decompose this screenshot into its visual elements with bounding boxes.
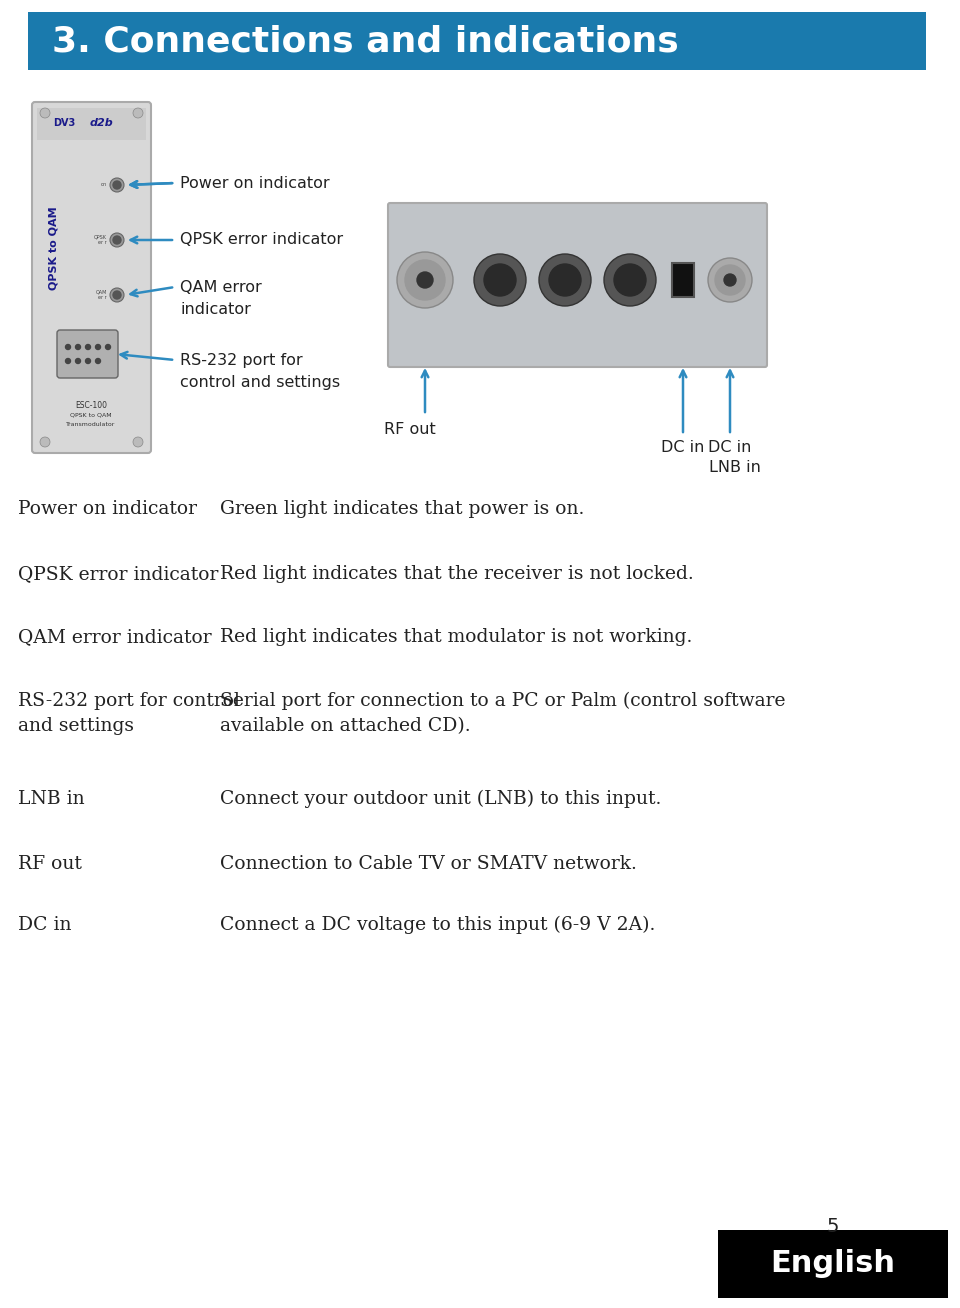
Text: RS-232 port for control
and settings: RS-232 port for control and settings xyxy=(18,692,240,735)
Circle shape xyxy=(65,358,70,364)
Circle shape xyxy=(604,254,656,306)
Text: LNB in: LNB in xyxy=(709,460,761,476)
Text: RF out: RF out xyxy=(18,855,82,872)
Text: DC in: DC in xyxy=(18,916,71,934)
Bar xyxy=(718,1230,948,1298)
Circle shape xyxy=(40,437,50,447)
Text: DC in: DC in xyxy=(661,441,705,455)
Circle shape xyxy=(113,290,121,300)
Circle shape xyxy=(417,272,433,288)
Circle shape xyxy=(95,344,101,349)
Circle shape xyxy=(724,273,736,286)
Text: 5: 5 xyxy=(827,1216,839,1236)
Text: QPSK
er r: QPSK er r xyxy=(94,234,107,246)
Circle shape xyxy=(113,181,121,188)
Circle shape xyxy=(65,344,70,349)
Text: Connection to Cable TV or SMATV network.: Connection to Cable TV or SMATV network. xyxy=(220,855,636,872)
Bar xyxy=(37,109,146,140)
Circle shape xyxy=(484,264,516,296)
Circle shape xyxy=(539,254,591,306)
Circle shape xyxy=(113,235,121,245)
Text: QAM
er r: QAM er r xyxy=(96,289,107,301)
Text: Power on indicator: Power on indicator xyxy=(18,500,197,518)
Text: Connect a DC voltage to this input (6-9 V 2A).: Connect a DC voltage to this input (6-9 … xyxy=(220,916,656,934)
Text: d2b: d2b xyxy=(90,118,113,128)
Text: on: on xyxy=(101,183,107,187)
Circle shape xyxy=(85,358,90,364)
Circle shape xyxy=(708,258,752,302)
Text: QPSK error indicator: QPSK error indicator xyxy=(180,233,343,247)
Text: Red light indicates that modulator is not working.: Red light indicates that modulator is no… xyxy=(220,628,692,646)
Circle shape xyxy=(40,109,50,118)
Text: QPSK to QAM: QPSK to QAM xyxy=(48,207,58,290)
Text: English: English xyxy=(771,1249,896,1278)
Text: indicator: indicator xyxy=(180,302,251,317)
Text: control and settings: control and settings xyxy=(180,374,340,390)
FancyBboxPatch shape xyxy=(57,330,118,378)
Circle shape xyxy=(76,344,81,349)
Circle shape xyxy=(110,288,124,302)
Circle shape xyxy=(95,358,101,364)
Text: ESC-100: ESC-100 xyxy=(75,400,107,409)
Text: Red light indicates that the receiver is not locked.: Red light indicates that the receiver is… xyxy=(220,565,694,583)
Circle shape xyxy=(85,344,90,349)
Text: Connect your outdoor unit (LNB) to this input.: Connect your outdoor unit (LNB) to this … xyxy=(220,790,661,808)
Circle shape xyxy=(76,358,81,364)
FancyBboxPatch shape xyxy=(388,203,767,368)
Text: RS-232 port for: RS-232 port for xyxy=(180,352,302,368)
Circle shape xyxy=(106,344,110,349)
Circle shape xyxy=(110,233,124,247)
Circle shape xyxy=(133,437,143,447)
Text: Serial port for connection to a PC or Palm (control software
available on attach: Serial port for connection to a PC or Pa… xyxy=(220,692,785,735)
Circle shape xyxy=(397,252,453,307)
Bar xyxy=(672,263,694,297)
Text: RF out: RF out xyxy=(384,422,436,437)
Circle shape xyxy=(474,254,526,306)
FancyBboxPatch shape xyxy=(32,102,151,453)
Text: 3. Connections and indications: 3. Connections and indications xyxy=(52,24,679,58)
Text: QAM error: QAM error xyxy=(180,280,262,294)
Text: LNB in: LNB in xyxy=(18,790,84,808)
Text: Power on indicator: Power on indicator xyxy=(180,175,329,191)
Circle shape xyxy=(614,264,646,296)
Text: Green light indicates that power is on.: Green light indicates that power is on. xyxy=(220,500,585,518)
Text: Transmodulator: Transmodulator xyxy=(66,422,116,428)
Text: QPSK error indicator: QPSK error indicator xyxy=(18,565,218,583)
Circle shape xyxy=(110,178,124,192)
Text: QPSK to QAM: QPSK to QAM xyxy=(70,412,111,417)
Bar xyxy=(28,12,926,71)
Text: DV3: DV3 xyxy=(53,118,75,128)
Circle shape xyxy=(549,264,581,296)
Circle shape xyxy=(405,260,445,300)
Circle shape xyxy=(715,266,745,296)
Text: QAM error indicator: QAM error indicator xyxy=(18,628,211,646)
Text: DC in: DC in xyxy=(708,441,752,455)
Circle shape xyxy=(133,109,143,118)
